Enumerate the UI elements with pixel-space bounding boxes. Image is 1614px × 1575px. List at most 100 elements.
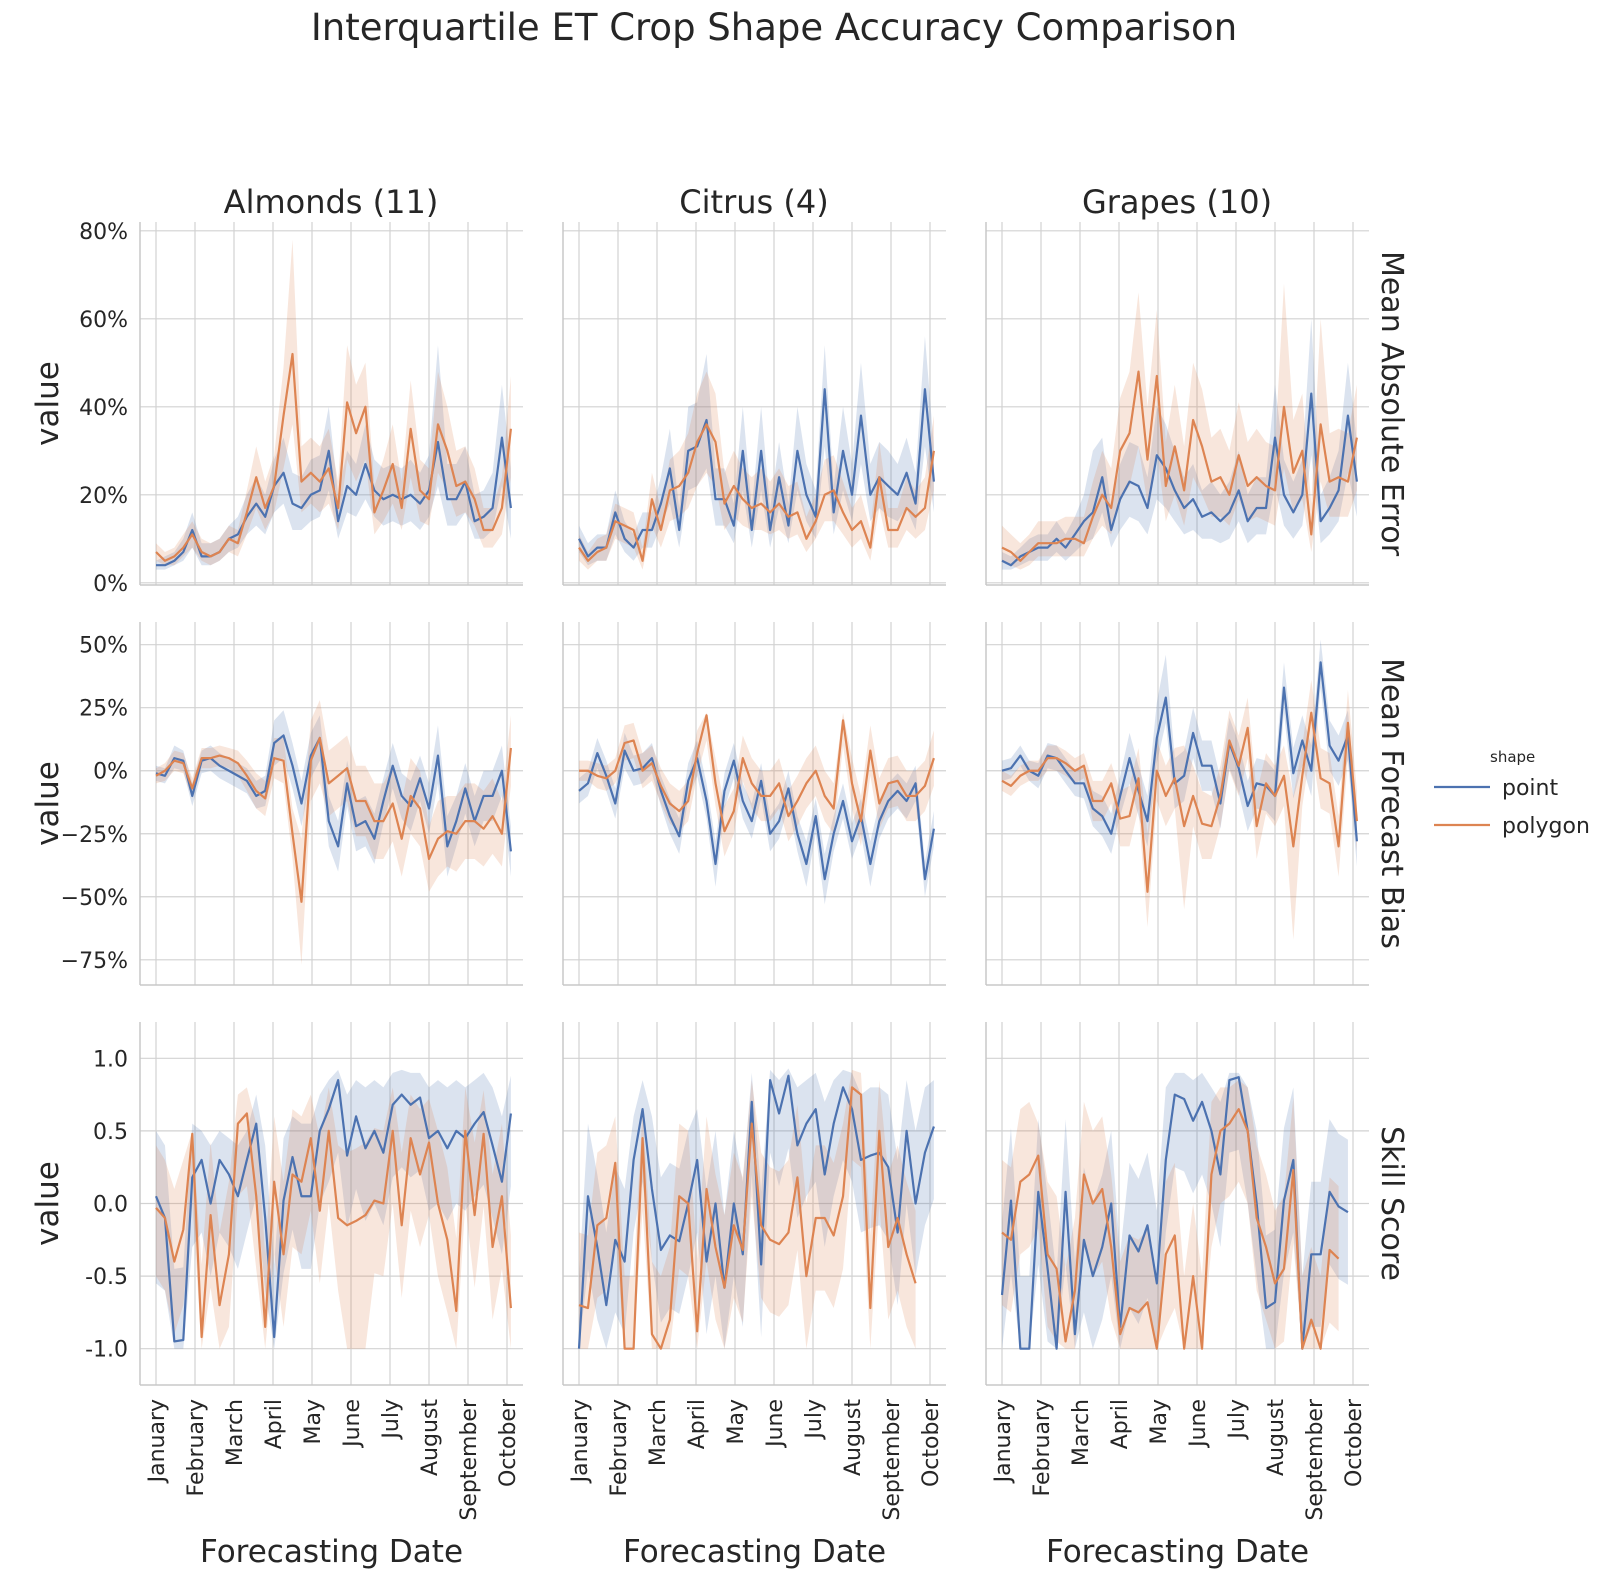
polygon-series-line [155,352,512,562]
column-title-almonds: Almonds (11) [224,183,439,221]
polygon-confidence-band [1002,679,1357,940]
y-tick-label: 0% [93,760,128,785]
y-tick-label: -0.5 [85,1265,128,1290]
polygon-series-line [155,736,512,903]
panel-mean-absolute-error-grapes [985,222,1369,586]
x-tick-label: April [1108,1399,1133,1449]
panel-grid: Mean Absolute Error value 0% 20% 40% 60% 80% Me… [30,220,1409,1570]
polygon-confidence-band [579,371,934,570]
x-tick-label: August [841,1399,866,1476]
polygon-series-line [1001,370,1358,562]
x-tick-label: September [880,1398,905,1521]
x-tick-label: January [991,1399,1016,1484]
y-tick-label: −25% [61,823,128,848]
row-title-mean-absolute-error: Mean Absolute Error [1374,251,1409,557]
x-tick-label: September [457,1398,482,1521]
y-axis-label: value [30,1161,66,1246]
panel-mean-absolute-error-citrus [562,222,946,586]
polygon-confidence-band [579,1069,916,1349]
point-series-line [155,734,512,852]
y-tick-label: 60% [79,308,128,333]
y-tick-label: 40% [79,396,128,421]
x-tick-label: February [1030,1399,1055,1497]
polygon-series-line [1001,711,1358,893]
point-confidence-band [156,1069,511,1349]
x-axis-label: Forecasting Date [623,1534,886,1570]
point-series-line [578,749,935,881]
polygon-series-line [578,423,935,562]
point-series-line [578,388,935,558]
x-tick-label: August [1264,1399,1289,1476]
point-series-line [154,1078,512,1343]
panel-skill-score-grapes: January February March April May June July Augu… [985,1022,1369,1570]
x-tick-label: July [1225,1399,1250,1441]
x-tick-label: October [496,1398,521,1487]
point-confidence-band [1002,639,1357,867]
legend-polygon-label: polygon [1502,814,1590,839]
y-tick-label: 50% [79,634,128,659]
panel-skill-score-almonds: -1.0 -0.5 0.0 0.5 1.0 January February March Apr… [85,1022,523,1570]
x-tick-label: June [340,1399,365,1449]
polygon-confidence-band [1002,1080,1339,1349]
column-title-citrus: Citrus (4) [679,183,828,221]
point-confidence-band [1002,318,1357,570]
row-title-skill-score: Skill Score [1374,1126,1409,1281]
y-tick-label: 25% [79,697,128,722]
point-confidence-band [156,345,511,570]
panel-skill-score-citrus: January February March April May June July Augu… [562,1022,946,1570]
x-tick-label: June [763,1399,788,1449]
point-confidence-band [156,710,511,877]
x-tick-label: January [145,1399,170,1484]
polygon-confidence-band [156,239,511,566]
polygon-series-line [579,714,935,833]
x-tick-label: January [568,1399,593,1484]
panel-mean-forecast-bias-citrus [562,622,946,986]
polygon-series-line [1001,1108,1340,1350]
x-tick-label: February [607,1399,632,1497]
legend-title: shape [1490,748,1535,766]
point-series-line [1001,661,1358,842]
y-tick-label: 0.0 [93,1193,128,1218]
x-tick-label: October [1342,1398,1367,1487]
x-axis-label: Forecasting Date [1046,1534,1309,1570]
y-tick-label: −75% [61,949,128,974]
y-axis-label: value [30,361,66,446]
polygon-confidence-band [156,1087,511,1349]
y-tick-label: 80% [79,220,128,245]
x-tick-label: March [646,1399,671,1466]
point-confidence-band [1002,1072,1348,1349]
x-tick-label: October [919,1398,944,1487]
point-confidence-band [579,732,934,905]
x-tick-label: May [724,1399,749,1444]
point-series-line [1001,392,1358,567]
x-tick-label: July [379,1399,404,1441]
panel-mean-forecast-bias-grapes [985,622,1369,986]
panel-mean-absolute-error-almonds: 0% 20% 40% 60% 80% [79,220,523,597]
row-title-mean-forecast-bias: Mean Forecast Bias [1374,658,1409,949]
panel-mean-forecast-bias-almonds: −75% −50% −25% 0% 25% 50% [61,622,523,986]
x-tick-label: April [262,1399,287,1449]
polygon-series-line [155,1112,512,1339]
legend-point-label: point [1502,776,1558,801]
y-tick-label: 0% [93,572,128,597]
y-tick-label: 20% [79,484,128,509]
chart-title: Interquartile ET Crop Shape Accuracy Com… [311,6,1237,49]
y-tick-label: -1.0 [85,1338,128,1363]
y-tick-label: 0.5 [93,1120,128,1145]
x-tick-label: April [685,1399,710,1449]
point-confidence-band [579,336,934,566]
x-tick-label: June [1186,1399,1211,1449]
polygon-confidence-band [156,700,511,965]
x-tick-label: May [301,1399,326,1444]
x-tick-label: March [223,1399,248,1466]
y-axis-label: value [30,761,66,846]
y-tick-label: 1.0 [93,1047,128,1072]
x-tick-label: May [1147,1399,1172,1444]
x-tick-label: July [802,1399,827,1441]
column-title-grapes: Grapes (10) [1082,183,1272,221]
x-tick-label: February [184,1399,209,1497]
polygon-confidence-band [579,712,934,857]
point-confidence-band [579,1068,934,1349]
x-tick-label: August [418,1399,443,1476]
